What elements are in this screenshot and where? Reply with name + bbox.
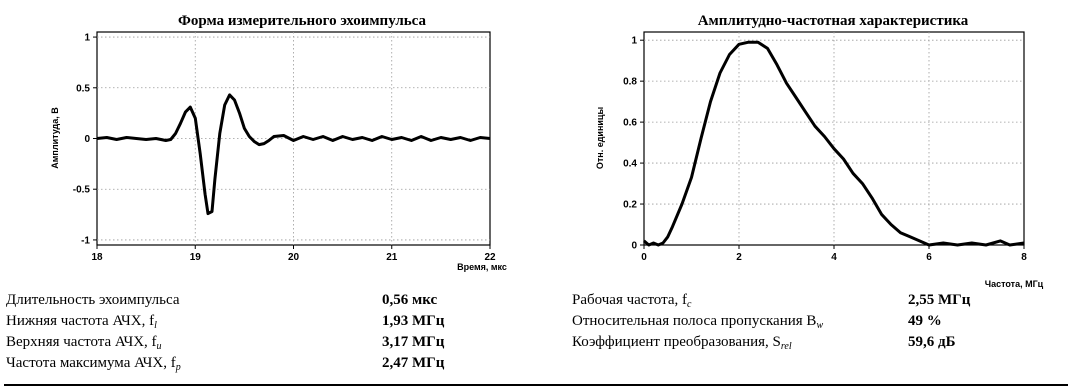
afc-xlabel: Частота, МГц <box>985 279 1044 289</box>
afc-series-line <box>643 40 1025 247</box>
param-label: Относительная полоса пропускания Bw <box>572 313 823 331</box>
echo-xlabel: Время, мкс <box>457 262 507 272</box>
param-value: 2,47 МГц <box>382 355 445 371</box>
x-tick-label: 2 <box>736 252 742 263</box>
param-label: Длительность эхоимпульса <box>6 292 180 308</box>
y-tick-label: 0.5 <box>76 83 90 94</box>
echo-series-line <box>96 93 491 216</box>
x-tick-label: 22 <box>484 252 496 263</box>
param-subscript: p <box>175 362 181 373</box>
x-tick-label: 4 <box>831 252 837 263</box>
y-tick-label: -0.5 <box>73 185 91 196</box>
param-subscript: rel <box>781 341 792 352</box>
x-tick-label: 19 <box>190 252 202 263</box>
param-value: 2,55 МГц <box>908 292 971 308</box>
afc-chart: Амплитудно-частотная характеристика 0 2 4 6… <box>595 13 1044 289</box>
x-tick-label: 18 <box>91 252 103 263</box>
x-tick-label: 8 <box>1021 252 1027 263</box>
echo-ylabel: Амплитуда, В <box>50 107 60 169</box>
x-tick-label: 21 <box>386 252 398 263</box>
param-value: 59,6 дБ <box>908 334 956 350</box>
echo-pulse-chart: Форма измерительного эхоимпульса 18 19 20 2… <box>50 13 507 272</box>
param-label: Верхняя частота АЧХ, fu <box>6 334 162 352</box>
x-tick-label: 6 <box>926 252 932 263</box>
params-right-table: Рабочая частота, fc 2,55 МГц Относительная… <box>572 292 971 352</box>
y-tick-label: 0.2 <box>623 200 637 211</box>
param-value: 0,56 мкс <box>382 292 437 308</box>
param-label: Коэффициент преобразования, Srel <box>572 334 792 352</box>
afc-chart-title: Амплитудно-частотная характеристика <box>698 13 969 29</box>
param-value: 1,93 МГц <box>382 313 445 329</box>
param-label: Частота максимума АЧХ, fp <box>6 355 181 373</box>
y-tick-label: 0.6 <box>623 118 637 129</box>
y-tick-label: 0 <box>84 134 90 145</box>
param-subscript: l <box>154 320 157 331</box>
param-subscript: c <box>687 299 692 310</box>
param-value: 49 % <box>908 313 942 329</box>
param-label: Нижняя частота АЧХ, fl <box>6 313 157 331</box>
y-tick-label: 1 <box>84 33 90 44</box>
x-tick-label: 0 <box>641 252 647 263</box>
y-tick-label: 0 <box>631 241 637 252</box>
y-tick-label: 0.8 <box>623 77 637 88</box>
param-subscript: w <box>816 320 823 331</box>
param-label: Рабочая частота, fc <box>572 292 692 310</box>
params-left-table: Длительность эхоимпульса 0,56 мкс Нижняя ч… <box>6 292 445 373</box>
y-tick-label: 0.4 <box>623 159 637 170</box>
y-tick-label: 1 <box>631 36 637 47</box>
echo-chart-title: Форма измерительного эхоимпульса <box>178 13 427 29</box>
param-value: 3,17 МГц <box>382 334 445 350</box>
y-tick-label: -1 <box>81 235 90 246</box>
afc-ylabel: Отн. единицы <box>595 107 605 170</box>
param-subscript: u <box>157 341 162 352</box>
x-tick-label: 20 <box>288 252 300 263</box>
